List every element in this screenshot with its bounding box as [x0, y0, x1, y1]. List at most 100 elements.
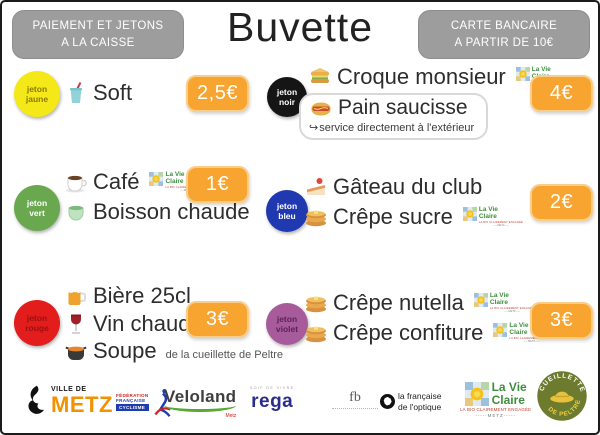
- payment-info-line1: PAIEMENT ET JETONS: [32, 19, 164, 32]
- croque-monsieur-icon: [311, 68, 329, 83]
- la-vie-claire-sun-icon: [464, 381, 489, 406]
- price-badge-cafe: 1€: [186, 166, 249, 203]
- la-vie-claire-sun-icon: [149, 171, 164, 186]
- la-vie-claire-footer-logo: La Vie Claire LA BIO CLAIREMENT ENGAGÉE …: [460, 381, 531, 418]
- item-label: Café: [93, 169, 140, 194]
- lvc-tagline: LA BIO CLAIREMENT ENGAGÉE: [489, 307, 535, 311]
- lvc-city: -----METZ-----: [475, 412, 516, 418]
- card-payment-line2: A PARTIR DE 10€: [454, 36, 554, 49]
- metz-name: METZ: [51, 392, 113, 417]
- token-label: bleu: [278, 211, 296, 221]
- menu-item-soft: Soft: [64, 80, 132, 106]
- lvc-name: Claire: [509, 328, 528, 336]
- exterior-service-note: ↪ service directement à l'extérieur: [309, 121, 475, 135]
- token-label: noir: [278, 97, 296, 107]
- la-vie-claire-sun-icon: [515, 66, 530, 81]
- menu-item-crepe-confiture: Crêpe confiture La Vie Claire LA BIO CLA…: [304, 320, 554, 346]
- pancakes-icon: [306, 210, 326, 227]
- lvc-city: -----METZ-----: [493, 224, 509, 228]
- lvc-city: -----METZ-----: [523, 340, 540, 344]
- metz-prefix: VILLE DE: [51, 386, 87, 393]
- la-vie-claire-mini-logo: La Vie Claire LA BIO CLAIREMENT ENGAGÉE …: [473, 292, 535, 314]
- token-label: jeton: [26, 83, 48, 94]
- optique-france-icon: [380, 394, 395, 410]
- lvc-name: Claire: [489, 298, 508, 306]
- veloland-city: Metz: [225, 413, 237, 419]
- price-badge-crepes: 3€: [530, 302, 593, 339]
- price-badge-soft: 2,5€: [186, 75, 249, 112]
- lvc-tagline: LA BIO CLAIREMENT ENGAGÉE: [509, 337, 554, 341]
- ffc-line2: FRANÇAISE: [116, 398, 146, 404]
- item-label: Soupe: [93, 338, 157, 363]
- item-label: Croque monsieur: [337, 64, 506, 89]
- la-vie-claire-sun-icon: [473, 292, 488, 307]
- item-label: Crêpe confiture: [333, 320, 484, 345]
- coffee-icon: [66, 175, 87, 193]
- rega-tagline: SOIF DE VIVRE: [250, 386, 295, 390]
- lvc-name: La Vie: [478, 205, 498, 213]
- card-payment-badge: CARTE BANCAIRE A PARTIR DE 10€: [418, 10, 590, 59]
- curved-arrow-icon: ↪: [309, 122, 319, 134]
- soup-icon: [65, 346, 87, 360]
- beer-icon: [68, 285, 86, 305]
- lvc-city: -----METZ-----: [504, 310, 520, 314]
- rega-logo: SOIF DE VIVRE rega: [250, 386, 295, 412]
- item-label: Boisson chaude: [93, 199, 250, 224]
- menu-item-crepe-sucre: Crêpe sucre La Vie Claire LA BIO CLAIREM…: [304, 204, 523, 230]
- price-badge-gateau: 2€: [530, 184, 593, 221]
- token-violet: jeton violet: [266, 303, 308, 345]
- menu-item-cafe: Café La Vie Claire LA BIO CLAIREMENT ENG…: [64, 169, 210, 195]
- optique-line2: de l'optique: [398, 401, 442, 412]
- francaise-optique-logo: la française de l'optique: [380, 391, 441, 412]
- la-vie-claire-mini-logo: La Vie Claire LA BIO CLAIREMENT ENGAGÉE …: [462, 205, 524, 228]
- la-vie-claire-mini-logo: La Vie Claire LA BIO CLAIREMENT ENGAGÉE …: [493, 321, 554, 344]
- pain-saucisse-box: Pain saucisse ↪ service directement à l'…: [299, 93, 489, 140]
- veloland-name: Veloland: [164, 387, 237, 406]
- menu-item-biere: Bière 25cl: [64, 283, 191, 309]
- menu-item-soupe: Soupe de la cueillette de Peltre: [64, 338, 283, 364]
- item-label: Crêpe sucre: [333, 204, 453, 229]
- optique-line1: la française: [398, 391, 442, 401]
- token-label: jeton: [276, 313, 298, 324]
- menu-item-vin-chaud: Vin chaud: [64, 311, 190, 337]
- lvc-tagline: LA BIO CLAIREMENT ENGAGÉE: [460, 407, 532, 413]
- lvc-name: La Vie: [509, 321, 529, 329]
- menu-item-gateau: Gâteau du club: [304, 174, 482, 200]
- lvc-name: La Vie: [491, 380, 527, 394]
- token-label: vert: [29, 208, 45, 218]
- wine-icon: [71, 314, 81, 334]
- ffc-cyclist-icon: [153, 389, 171, 417]
- price-badge-croque: 4€: [530, 75, 593, 112]
- ffc-logo: FÉDÉRATION FRANÇAISE CYCLISME: [116, 387, 172, 417]
- la-vie-claire-sun-icon: [462, 206, 477, 221]
- token-label: jeton: [276, 86, 298, 97]
- item-label: Crêpe nutella: [333, 290, 464, 315]
- lvc-tagline: LA BIO CLAIREMENT ENGAGÉE: [478, 221, 524, 225]
- lvc-name: Claire: [478, 212, 497, 220]
- ffc-line3: CYCLISME: [116, 403, 149, 412]
- payment-info-line2: A LA CAISSE: [61, 36, 135, 49]
- la-vie-claire-sun-icon: [493, 322, 508, 337]
- item-label: Gâteau du club: [333, 174, 483, 199]
- hotdog-icon: [311, 102, 331, 116]
- menu-item-pain-saucisse: Pain saucisse: [309, 96, 474, 120]
- item-label: Vin chaud: [93, 311, 191, 336]
- lvc-name: La Vie: [165, 170, 185, 178]
- token-label: violet: [275, 324, 299, 334]
- item-label: Bière 25cl: [93, 283, 191, 308]
- card-payment-line1: CARTE BANCAIRE: [450, 19, 558, 32]
- lvc-name: Claire: [491, 392, 525, 407]
- ffc-line1: FÉDÉRATION: [116, 392, 149, 398]
- metz-graoully-icon: [28, 385, 44, 414]
- pancakes-icon: [306, 326, 326, 343]
- token-label: jeton: [26, 197, 48, 208]
- token-label: jeton: [26, 312, 48, 323]
- token-bleu: jeton bleu: [266, 190, 308, 232]
- rega-name: rega: [251, 390, 294, 412]
- item-label: Soft: [93, 80, 133, 105]
- menu-item-crepe-nutella: Crêpe nutella La Vie Claire LA BIO CLAIR…: [304, 290, 534, 316]
- cueillette-de-peltre-badge: CUEILLETTE DE PELTRE: [537, 371, 587, 421]
- item-label: Pain saucisse: [338, 96, 468, 119]
- payment-info-badge: PAIEMENT ET JETONS A LA CAISSE: [12, 10, 184, 59]
- lvc-name: La Vie: [531, 65, 551, 73]
